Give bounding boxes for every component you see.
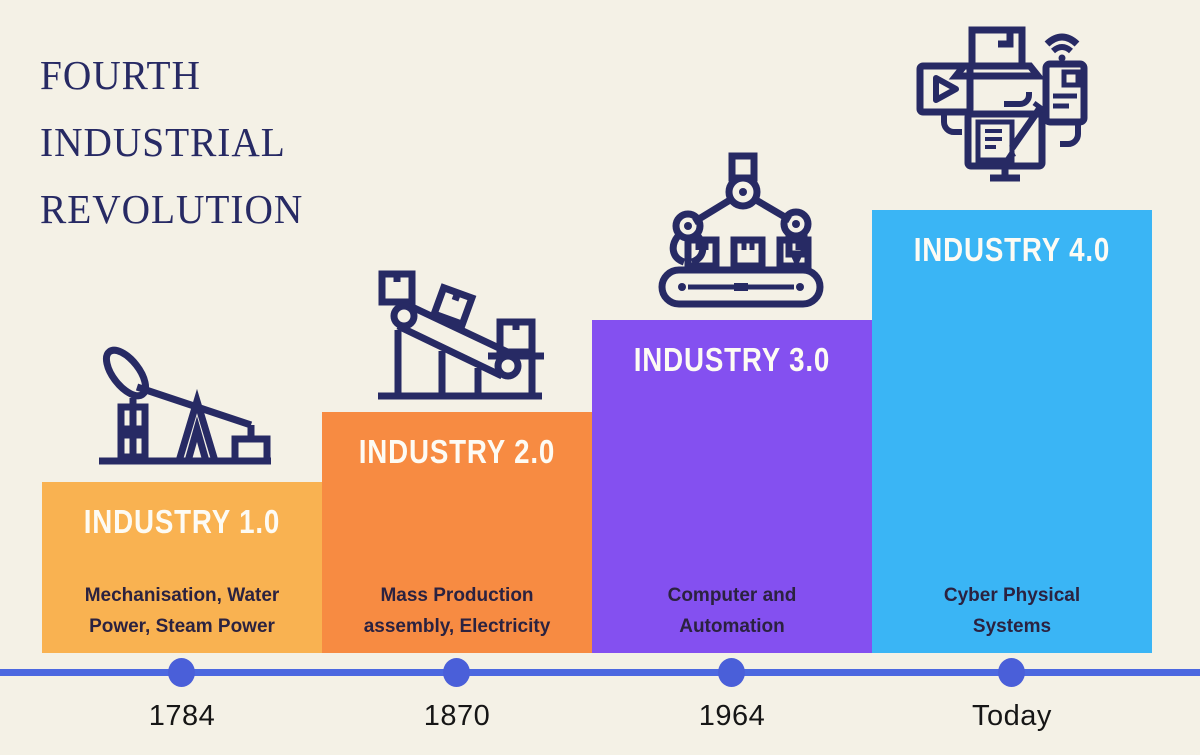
stage-bar-industry-3: INDUSTRY 3.0 Computer and Automation — [592, 320, 872, 653]
stage-bar-industry-4: INDUSTRY 4.0 Cyber Physical Systems — [872, 210, 1152, 653]
stage-label: INDUSTRY 3.0 — [633, 341, 831, 378]
stage-bar-industry-2: INDUSTRY 2.0 Mass Production assembly, E… — [322, 412, 592, 653]
stage-label-wrap: INDUSTRY 1.0 — [42, 482, 322, 541]
stage-label-wrap: INDUSTRY 2.0 — [322, 412, 592, 471]
year-label-4: Today — [972, 700, 1052, 732]
stage-label-wrap: INDUSTRY 3.0 — [592, 320, 872, 379]
year-label-3: 1964 — [698, 700, 766, 732]
timeline-dot-today — [998, 658, 1025, 687]
stage-description: Computer and Automation — [667, 585, 797, 637]
stage-label-wrap: INDUSTRY 4.0 — [872, 210, 1152, 269]
robotic-arm-icon — [658, 152, 824, 308]
conveyor-belt-icon — [378, 270, 544, 400]
stage-description: Mass Production assembly, Electricity — [363, 585, 551, 637]
oil-pumpjack-icon — [99, 346, 271, 465]
page-title: FOURTH INDUSTRIAL REVOLUTION — [40, 42, 380, 243]
stage-label: INDUSTRY 2.0 — [358, 433, 556, 470]
stage-label: INDUSTRY 1.0 — [83, 503, 281, 540]
stage-description: Cyber Physical Systems — [943, 585, 1081, 637]
stage-bar-industry-1: INDUSTRY 1.0 Mechanisation, Water Power,… — [42, 482, 322, 653]
year-label-2: 1870 — [423, 700, 491, 732]
timeline-dot-1784 — [168, 658, 195, 687]
smart-devices-icon — [916, 26, 1088, 182]
year-label-1: 1784 — [148, 700, 216, 732]
timeline-dot-1964 — [718, 658, 745, 687]
title-line-3: REVOLUTION — [40, 186, 304, 232]
title-line-2: INDUSTRIAL — [40, 119, 286, 165]
timeline-dot-1870 — [443, 658, 470, 687]
stage-label: INDUSTRY 4.0 — [913, 231, 1111, 268]
title-line-1: FOURTH — [40, 52, 201, 98]
timeline-axis — [0, 669, 1200, 676]
stage-description: Mechanisation, Water Power, Steam Power — [84, 585, 280, 637]
